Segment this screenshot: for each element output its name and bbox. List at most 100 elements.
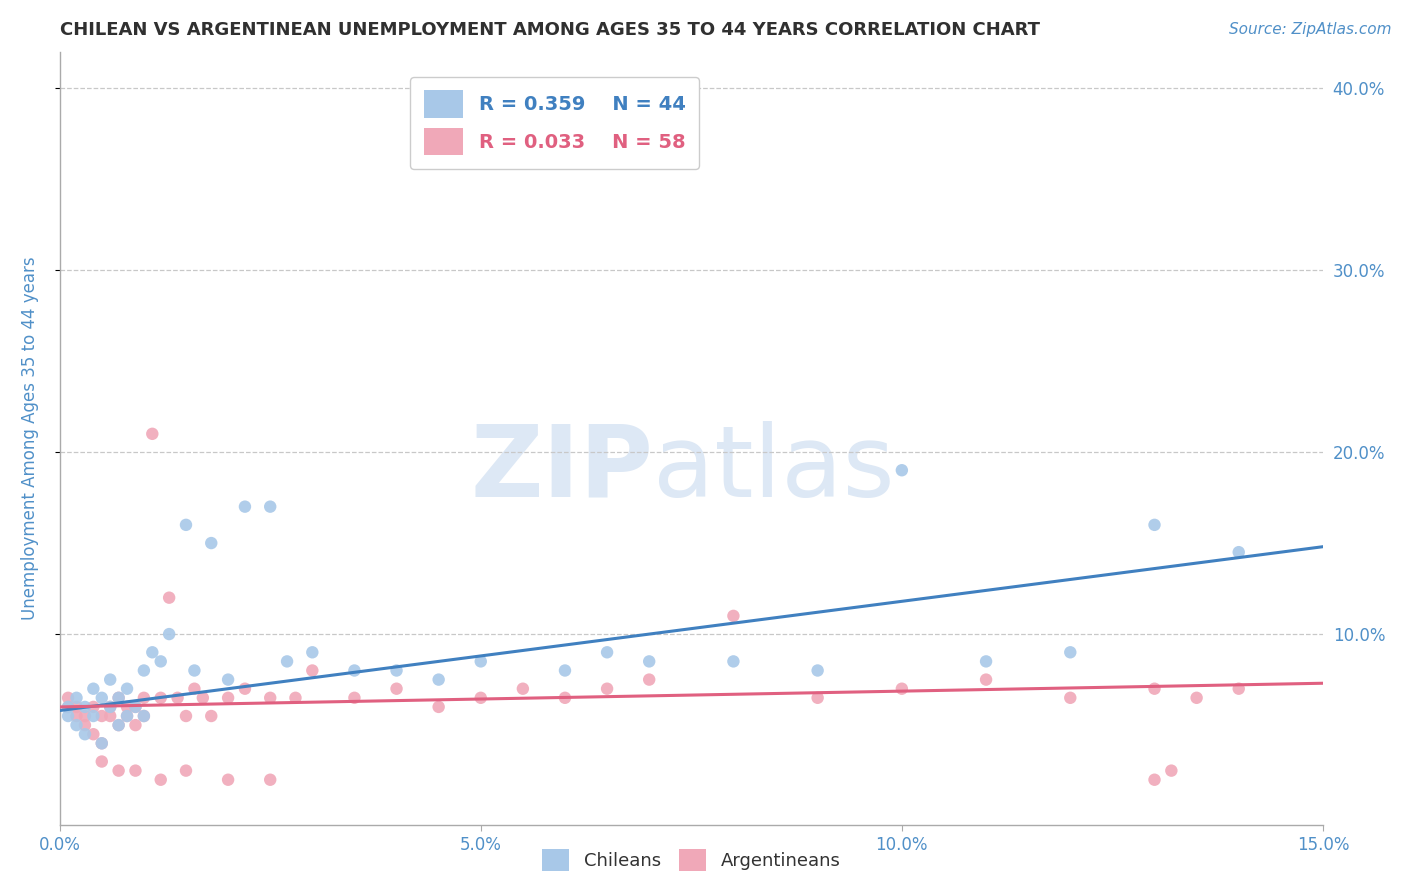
Text: Source: ZipAtlas.com: Source: ZipAtlas.com (1229, 22, 1392, 37)
Point (149, 772, 172, 787)
Point (217, 673, 239, 687)
Point (233, 500, 256, 514)
Point (1227, 545, 1250, 559)
Point (90, 755, 112, 769)
Point (723, 608, 745, 623)
Point (132, 690, 155, 705)
Point (157, 627, 180, 641)
Point (1160, 764, 1182, 778)
Point (890, 463, 912, 477)
Point (596, 645, 619, 659)
Point (259, 772, 281, 787)
Point (65, 709, 87, 723)
Point (107, 718, 129, 732)
Point (90, 709, 112, 723)
Point (56, 699, 79, 714)
Point (166, 690, 188, 705)
Point (217, 772, 239, 787)
Point (132, 664, 155, 678)
Point (217, 690, 239, 705)
Point (974, 654, 997, 668)
Point (200, 536, 222, 550)
Point (1227, 681, 1250, 696)
Point (65, 718, 87, 732)
Point (124, 764, 146, 778)
Point (1059, 645, 1081, 659)
Point (343, 664, 366, 678)
Point (132, 709, 155, 723)
Point (141, 426, 163, 441)
Point (259, 500, 281, 514)
Point (56, 690, 79, 705)
Point (301, 645, 323, 659)
Point (82, 699, 104, 714)
Point (1143, 517, 1166, 532)
Y-axis label: Unemployment Among Ages 35 to 44 years: Unemployment Among Ages 35 to 44 years (21, 257, 39, 620)
Point (427, 673, 450, 687)
Point (1143, 772, 1166, 787)
Point (259, 690, 281, 705)
Text: CHILEAN VS ARGENTINEAN UNEMPLOYMENT AMONG AGES 35 TO 44 YEARS CORRELATION CHART: CHILEAN VS ARGENTINEAN UNEMPLOYMENT AMON… (59, 21, 1039, 39)
Point (723, 654, 745, 668)
Point (73, 718, 96, 732)
Point (132, 709, 155, 723)
Point (191, 690, 214, 705)
Point (890, 681, 912, 696)
Point (183, 664, 205, 678)
Point (427, 699, 450, 714)
Point (1059, 690, 1081, 705)
Point (115, 709, 138, 723)
Point (124, 699, 146, 714)
Point (276, 654, 298, 668)
Point (233, 681, 256, 696)
Point (157, 591, 180, 605)
Point (73, 709, 96, 723)
Point (974, 673, 997, 687)
Point (470, 690, 492, 705)
Point (115, 699, 138, 714)
Point (82, 709, 104, 723)
Point (470, 654, 492, 668)
Point (82, 681, 104, 696)
Point (65, 690, 87, 705)
Point (65, 699, 87, 714)
Point (90, 736, 112, 750)
Point (73, 727, 96, 741)
Point (90, 736, 112, 750)
Point (115, 709, 138, 723)
Point (554, 664, 576, 678)
Text: ZIP: ZIP (471, 421, 654, 518)
Point (1185, 690, 1208, 705)
Point (638, 673, 661, 687)
Point (124, 718, 146, 732)
Point (107, 718, 129, 732)
Point (98, 699, 121, 714)
Point (385, 664, 408, 678)
Point (174, 709, 197, 723)
Point (385, 681, 408, 696)
Legend: Chileans, Argentineans: Chileans, Argentineans (536, 842, 848, 878)
Point (56, 699, 79, 714)
Point (98, 699, 121, 714)
Point (174, 517, 197, 532)
Point (98, 709, 121, 723)
Point (554, 690, 576, 705)
Text: atlas: atlas (654, 421, 896, 518)
Point (124, 699, 146, 714)
Point (183, 681, 205, 696)
Point (596, 681, 619, 696)
Point (1143, 681, 1166, 696)
Point (82, 727, 104, 741)
Point (90, 690, 112, 705)
Point (107, 690, 129, 705)
Point (98, 673, 121, 687)
Point (141, 645, 163, 659)
Point (149, 690, 172, 705)
Point (73, 699, 96, 714)
Point (200, 709, 222, 723)
Point (284, 690, 307, 705)
Point (807, 690, 830, 705)
Point (107, 764, 129, 778)
Point (343, 690, 366, 705)
Point (512, 681, 534, 696)
